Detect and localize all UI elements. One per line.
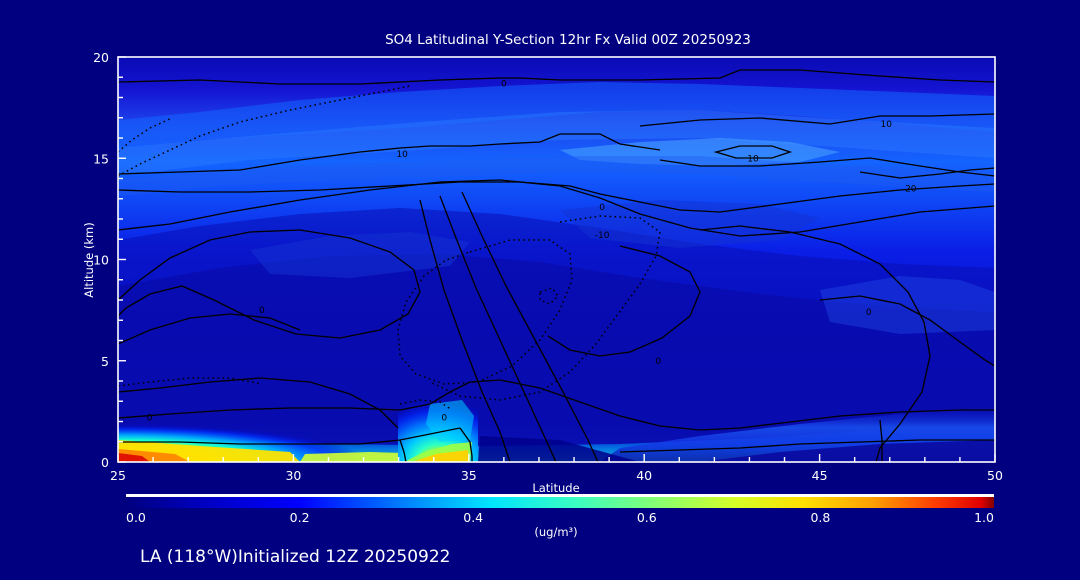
contour-closed-10-cell bbox=[713, 145, 793, 159]
upper-enhanced-layer bbox=[118, 82, 995, 150]
mid-patch-left bbox=[250, 232, 470, 278]
x-tick-label: 25 bbox=[110, 468, 126, 483]
x-tick-label: 45 bbox=[812, 468, 828, 483]
y-tick-label: 0 bbox=[101, 455, 109, 470]
contour-label: 0 bbox=[655, 357, 661, 367]
contour-label-group: 0 10 10 10 20 0 -10 0 0 0 0 0 bbox=[147, 79, 917, 423]
y-axis-title: Altitude (km) bbox=[82, 222, 96, 297]
contour-label: 0 bbox=[259, 306, 265, 316]
dotted-contour-upper-left bbox=[118, 85, 411, 177]
contour-left-bowl-0 bbox=[118, 229, 421, 339]
contour-right-cell bbox=[547, 245, 701, 357]
contour-20-right bbox=[859, 167, 995, 179]
contour-label: 20 bbox=[905, 185, 917, 195]
contour-upper-right-10 bbox=[639, 113, 995, 127]
colorbar-tick-label: 0.6 bbox=[637, 510, 657, 525]
dotted-contour-plume-top bbox=[399, 399, 453, 411]
colorbar-tick-labels: 0.0 0.2 0.4 0.6 0.8 1.0 bbox=[126, 510, 994, 525]
contour-label: -10 bbox=[595, 231, 610, 241]
footer-label: LA (118°W)Initialized 12Z 20250922 bbox=[140, 547, 450, 567]
colorbar[interactable]: 0.0 0.2 0.4 0.6 0.8 1.0 bbox=[126, 494, 994, 525]
contour-far-right-branch bbox=[819, 295, 995, 367]
contour-lower-sweep bbox=[118, 379, 995, 431]
contour-surface-right bbox=[619, 439, 995, 453]
colorbar-top-rule bbox=[126, 494, 994, 497]
contour-label: 0 bbox=[599, 203, 605, 213]
dotted-contour-group bbox=[118, 85, 661, 411]
contour-right-145 bbox=[659, 157, 995, 177]
right-surface-dark-wedge bbox=[700, 440, 995, 462]
x-axis: 25 30 35 40 45 50 bbox=[110, 454, 1003, 483]
mid-patch-far-right bbox=[820, 276, 995, 334]
colorbar-tick-label: 0.0 bbox=[126, 510, 146, 525]
mid-patch-right bbox=[560, 200, 820, 248]
dotted-contour-central-cell bbox=[397, 239, 573, 385]
contour-label: 10 bbox=[881, 120, 893, 130]
dotted-contour-right-lobe bbox=[429, 215, 661, 401]
colorbar-unit-label: (ug/m³) bbox=[534, 525, 577, 539]
colorbar-tick-label: 0.8 bbox=[810, 510, 830, 525]
contour-left-bowl-inner bbox=[118, 313, 301, 345]
contour-label: 0 bbox=[501, 79, 507, 89]
x-tick-label: 40 bbox=[636, 468, 652, 483]
contour-far-right-sweep bbox=[699, 225, 931, 462]
contour-label: 10 bbox=[747, 154, 759, 164]
dotted-contour-lower-left bbox=[118, 377, 263, 387]
contour-sloping-135 bbox=[118, 181, 995, 213]
mid-upper-layer bbox=[118, 156, 995, 196]
x-tick-label: 35 bbox=[461, 468, 477, 483]
colorbar-tick-label: 0.2 bbox=[290, 510, 310, 525]
y-tick-label: 20 bbox=[93, 50, 109, 65]
dotted-contour-tiny-cell bbox=[539, 287, 559, 305]
southern-plume-red-core bbox=[118, 453, 150, 462]
x-axis-title: Latitude bbox=[532, 481, 579, 495]
contour-top-0 bbox=[118, 69, 995, 85]
contour-vertical-right bbox=[879, 419, 883, 462]
x-tick-label: 30 bbox=[285, 468, 301, 483]
page-title: SO4 Latitudinal Y-Section 12hr Fx Valid … bbox=[385, 32, 751, 48]
contour-surface-left bbox=[118, 427, 461, 445]
colorbar-tick-label: 1.0 bbox=[974, 510, 994, 525]
colorbar-gradient[interactable] bbox=[126, 497, 994, 508]
lower-mid-dark-core bbox=[118, 254, 995, 462]
y-tick-label: 5 bbox=[101, 354, 109, 369]
contour-line-group bbox=[118, 69, 995, 462]
y-axis: 0 5 10 15 20 bbox=[93, 50, 126, 470]
upper-bright-band bbox=[118, 110, 995, 176]
x-tick-label: 50 bbox=[987, 468, 1003, 483]
contour-centre-steep-b bbox=[439, 195, 557, 462]
contour-plume-left-edge bbox=[399, 439, 407, 462]
contour-lower-left-0 bbox=[118, 377, 399, 429]
contour-label: 0 bbox=[866, 308, 872, 318]
post-plume-dark-wedge bbox=[478, 436, 640, 462]
contour-central-arch bbox=[118, 179, 995, 237]
contour-centre-steep-c bbox=[461, 191, 599, 462]
lofted-plume-yellow-core bbox=[412, 450, 468, 462]
y-tick-label: 10 bbox=[93, 253, 109, 268]
contour-fill-field bbox=[118, 57, 995, 462]
colorbar-tick-label: 0.4 bbox=[463, 510, 483, 525]
y-tick-label: 15 bbox=[93, 151, 109, 166]
contour-label: 10 bbox=[396, 150, 408, 160]
contour-centre-steep-a bbox=[419, 199, 511, 462]
contour-mid-10-left bbox=[118, 133, 661, 175]
contour-label: 0 bbox=[147, 413, 153, 423]
contour-plume-right-edge bbox=[459, 427, 473, 462]
contour-label: 0 bbox=[441, 413, 447, 423]
